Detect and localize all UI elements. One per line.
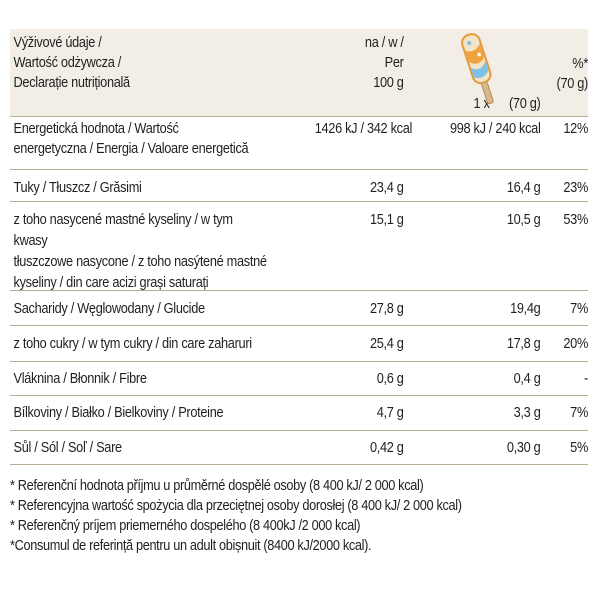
header-percent: %* (70 g) [549, 29, 589, 116]
row-protein: Bílkoviny / Białko / Bielkoviny / Protei… [10, 396, 588, 431]
row-per100: 0,6 g [315, 369, 408, 395]
row-pct-value: 7% [570, 301, 588, 317]
header-per-line-3: 100 g [373, 75, 404, 91]
row-label-text: Bílkoviny / Białko / Bielkoviny / Protei… [13, 405, 224, 421]
row-portion-value: 998 kJ / 240 kcal [449, 121, 541, 137]
header-portion-label: 1 x (70 g) [473, 96, 541, 112]
header-per-100g: na / w / Per 100 g [315, 29, 408, 116]
row-pct-value: 5% [570, 440, 588, 456]
row-label: Bílkoviny / Białko / Bielkoviny / Protei… [10, 403, 267, 430]
row-per100: 1426 kJ / 342 kcal [315, 119, 413, 169]
row-portion: 19,4g [424, 299, 544, 325]
row-pct-value: 20% [563, 336, 588, 352]
row-portion: 0,4 g [424, 369, 544, 395]
row-per100: 23,4 g [315, 178, 408, 201]
row-label-text: Tuky / Tłuszcz / Grăsimi [13, 180, 142, 196]
footnote-pl: * Referencyjna wartość spożycia dla prze… [10, 498, 462, 514]
row-salt: Sůl / Sól / Soľ / Sare 0,42 g 0,30 g 5% [10, 431, 588, 465]
row-pct-value: 12% [563, 121, 588, 137]
row-saturates: z toho nasycené mastné kyseliny / w tym … [10, 202, 588, 291]
row-pct-value: 23% [563, 180, 588, 196]
footnote-ro: *Consumul de referință pentru un adult o… [10, 538, 372, 554]
row-portion: 10,5 g [424, 210, 544, 290]
row-fat: Tuky / Tłuszcz / Grăsimi 23,4 g 16,4 g 2… [10, 170, 588, 202]
row-label-text: Energetická hodnota / Wartość energetycz… [13, 121, 249, 157]
header-percent-line-1: %* [572, 56, 588, 72]
table-header: Výživové údaje / Wartość odżywcza / Decl… [10, 29, 588, 117]
row-label-text: z toho cukry / w tym cukry / din care za… [13, 336, 253, 352]
row-per100: 15,1 g [315, 210, 408, 290]
row-label: Sacharidy / Węglowodany / Glucide [10, 299, 267, 325]
header-title-line-1: Výživové údaje / [13, 35, 102, 51]
row-per100-value: 0,42 g [369, 440, 404, 456]
row-label: Tuky / Tłuszcz / Grăsimi [10, 178, 267, 201]
row-portion: 16,4 g [424, 178, 544, 201]
row-pct-value: 7% [570, 405, 588, 421]
header-portion: 1 x (70 g) [424, 29, 544, 116]
row-pct: 7% [549, 403, 588, 430]
row-label: z toho cukry / w tym cukry / din care za… [10, 334, 267, 361]
row-label-text: Sacharidy / Węglowodany / Glucide [13, 301, 206, 317]
header-per-line-2: Per [384, 55, 404, 71]
row-pct: 23% [549, 178, 588, 201]
row-per100-value: 1426 kJ / 342 kcal [314, 121, 413, 137]
row-label-text: Sůl / Sól / Soľ / Sare [13, 440, 123, 456]
row-fibre: Vláknina / Błonnik / Fibre 0,6 g 0,4 g - [10, 362, 588, 396]
row-per100-value: 23,4 g [369, 180, 404, 196]
row-pct-value: - [584, 371, 588, 387]
footnote-sk: * Referenčný príjem priemerného dospeléh… [10, 518, 361, 534]
row-sugars: z toho cukry / w tym cukry / din care za… [10, 326, 588, 362]
header-per-line-1: na / w / [364, 35, 404, 51]
row-per100: 27,8 g [315, 299, 408, 325]
row-portion: 0,30 g [424, 438, 544, 464]
row-per100-value: 0,6 g [376, 371, 404, 387]
row-portion-value: 0,4 g [513, 371, 541, 387]
row-per100: 25,4 g [315, 334, 408, 361]
header-title-line-2: Wartość odżywcza / [13, 55, 122, 71]
header-title: Výživové údaje / Wartość odżywcza / Decl… [10, 29, 267, 116]
row-per100: 0,42 g [315, 438, 408, 464]
row-label-text: z toho nasycené mastné kyseliny / w tym … [13, 212, 267, 291]
row-label: Energetická hodnota / Wartość energetycz… [10, 119, 267, 169]
row-per100-value: 25,4 g [369, 336, 404, 352]
row-per100: 4,7 g [315, 403, 408, 430]
row-portion-value: 17,8 g [506, 336, 541, 352]
row-pct: 12% [549, 119, 588, 169]
row-label: Sůl / Sól / Soľ / Sare [10, 438, 267, 464]
row-portion-value: 10,5 g [506, 212, 541, 228]
row-per100-value: 4,7 g [376, 405, 404, 421]
row-portion: 998 kJ / 240 kcal [424, 119, 544, 169]
row-label: z toho nasycené mastné kyseliny / w tym … [10, 210, 267, 291]
header-title-line-3: Declarație nutrițională [13, 75, 131, 91]
row-pct: - [549, 369, 588, 395]
row-carbohydrate: Sacharidy / Węglowodany / Glucide 27,8 g… [10, 291, 588, 326]
footnote-cz: * Referenční hodnota příjmu u průměrné d… [10, 478, 424, 494]
ice-cream-bar-icon [461, 33, 494, 105]
row-per100-value: 15,1 g [369, 212, 404, 228]
row-per100-value: 27,8 g [369, 301, 404, 317]
row-pct: 5% [549, 438, 588, 464]
nutrition-table: Výživové údaje / Wartość odżywcza / Decl… [10, 29, 588, 465]
header-percent-line-2: (70 g) [556, 76, 589, 92]
row-pct: 20% [549, 334, 588, 361]
row-portion-value: 3,3 g [513, 405, 541, 421]
row-portion-value: 16,4 g [506, 180, 541, 196]
row-pct: 7% [549, 299, 588, 325]
row-label: Vláknina / Błonnik / Fibre [10, 369, 267, 395]
row-portion-value: 19,4g [510, 301, 541, 317]
row-portion: 17,8 g [424, 334, 544, 361]
row-portion: 3,3 g [424, 403, 544, 430]
row-pct: 53% [549, 210, 588, 290]
row-energy: Energetická hodnota / Wartość energetycz… [10, 117, 588, 170]
row-pct-value: 53% [563, 212, 588, 228]
row-portion-value: 0,30 g [506, 440, 541, 456]
footnotes: * Referenční hodnota příjmu u průměrné d… [10, 476, 590, 556]
row-label-text: Vláknina / Błonnik / Fibre [13, 371, 147, 387]
